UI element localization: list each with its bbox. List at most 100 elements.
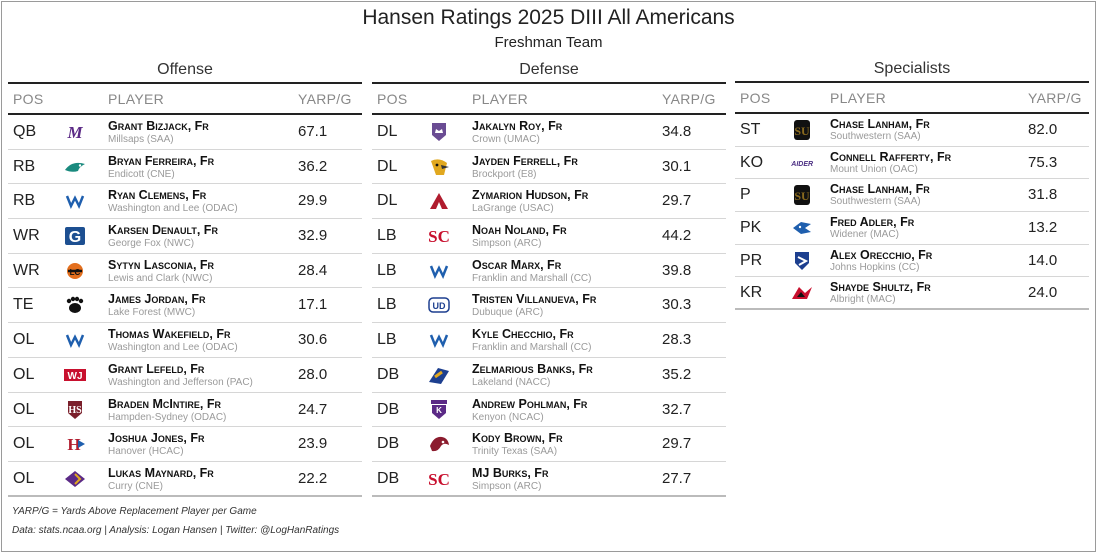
offense-section: Offense POS PLAYER YARP/G QB M Grant Bizja…	[8, 58, 362, 497]
table-row: LB Oscar Marx, Fr Franklin and Marshall (C…	[372, 254, 726, 289]
player-school: Hampden-Sydney (ODAC)	[108, 411, 227, 423]
player-name: Tristen Villanueva, Fr	[472, 292, 597, 307]
player-school: Simpson (ARC)	[472, 480, 542, 492]
table-row: LB SC Noah Noland, Fr Simpson (ARC) 44.2	[372, 219, 726, 254]
millsaps-logo-icon: M	[64, 122, 86, 142]
yarp-value: 29.9	[298, 192, 328, 210]
yarp-value: 13.2	[1028, 219, 1058, 237]
yarp-value: 28.0	[298, 365, 328, 383]
player-school: Kenyon (NCAC)	[472, 411, 544, 423]
player-school: Lewis and Clark (NWC)	[108, 272, 213, 284]
player-name: Oscar Marx, Fr	[472, 257, 562, 272]
yarp-value: 29.7	[662, 192, 692, 210]
yarp-value: 32.9	[298, 227, 328, 245]
crown-logo-icon	[428, 122, 450, 142]
player-school: Endicott (CNE)	[108, 168, 175, 180]
pos-column-header: POS	[740, 90, 771, 106]
mount-union-logo-icon: RAIDERS	[791, 153, 813, 173]
player-school: Lakeland (NACC)	[472, 376, 551, 388]
table-row: DB K Andrew Pohlman, Fr Kenyon (NCAC) 32.7	[372, 393, 726, 428]
player-column-header: PLAYER	[472, 91, 529, 107]
value-column-header: YARP/G	[298, 91, 352, 107]
position-cell: DL	[377, 123, 398, 140]
wj-logo-icon: WJ	[64, 365, 86, 385]
table-row: DB Zelmarious Banks, Fr Lakeland (NACC) 35.…	[372, 358, 726, 393]
table-row: LB UD Tristen Villanueva, Fr Dubuque (ARC) 3…	[372, 288, 726, 324]
svg-text:K: K	[436, 406, 442, 415]
trinity-logo-icon	[428, 434, 450, 454]
table-row: PK Fred Adler, Fr Widener (MAC) 13.2	[735, 212, 1089, 245]
specialists-title: Specialists	[873, 60, 951, 77]
curry-logo-icon	[64, 469, 86, 489]
player-name: Kyle Checchio, Fr	[472, 327, 574, 342]
position-cell: DB	[377, 435, 400, 453]
player-name: Alex Orecchio, Fr	[830, 247, 933, 262]
table-row: TE James Jordan, Fr Lake Forest (MWC) 17.1	[8, 288, 362, 324]
player-school: Curry (CNE)	[108, 480, 163, 492]
defense-header-row: POS PLAYER YARP/G	[372, 84, 726, 115]
player-school: Widener (MAC)	[830, 229, 899, 241]
position-cell: OL	[13, 400, 35, 418]
player-name: Grant Lefeld, Fr	[108, 361, 205, 376]
endicott-logo-icon	[64, 157, 86, 177]
value-column-header: YARP/G	[1028, 90, 1082, 106]
table-row: WR G Karsen Denault, Fr George Fox (NWC) 32.…	[8, 219, 362, 254]
defense-section: Defense POS PLAYER YARP/G DL Jakalyn Roy,…	[372, 58, 726, 497]
player-school: Southwestern (SAA)	[830, 131, 921, 142]
svg-text:SC: SC	[428, 227, 450, 246]
defense-title: Defense	[519, 61, 579, 78]
position-cell: WR	[13, 261, 40, 279]
lake-forest-logo-icon	[64, 295, 86, 315]
table-row: DL Jakalyn Roy, Fr Crown (UMAC) 34.8	[372, 115, 726, 150]
yarp-value: 23.9	[298, 435, 328, 453]
player-school: Washington and Lee (ODAC)	[108, 203, 238, 215]
brockport-logo-icon	[428, 157, 450, 177]
table-row: DL Jayden Ferrell, Fr Brockport (E8) 30.1	[372, 150, 726, 185]
yarp-value: 28.3	[662, 331, 692, 349]
position-cell: KO	[740, 153, 764, 171]
table-row: OL Lukas Maynard, Fr Curry (CNE) 22.2	[8, 462, 362, 497]
player-name: Kody Brown, Fr	[472, 431, 563, 446]
position-cell: ST	[740, 121, 761, 138]
player-school: Johns Hopkins (CC)	[830, 261, 920, 273]
pos-column-header: POS	[377, 91, 408, 107]
table-row: QB M Grant Bizjack, Fr Millsaps (SAA) 67.1	[8, 115, 362, 150]
southwestern-logo-icon: SU	[791, 120, 813, 140]
specialists-top-rule	[735, 81, 1089, 83]
position-cell: OL	[13, 469, 35, 487]
dubuque-logo-icon: UD	[428, 295, 450, 315]
player-name: Fred Adler, Fr	[830, 215, 915, 230]
george-fox-logo-icon: G	[64, 226, 86, 246]
svg-text:WJ: WJ	[68, 371, 83, 382]
player-column-header: PLAYER	[108, 91, 165, 107]
fm-logo-icon	[428, 330, 450, 350]
player-name: Karsen Denault, Fr	[108, 223, 218, 238]
position-cell: WR	[13, 227, 40, 245]
table-row: PR Alex Orecchio, Fr Johns Hopkins (CC) 14.…	[735, 245, 1089, 278]
svg-text:SU: SU	[794, 124, 810, 138]
offense-rows: QB M Grant Bizjack, Fr Millsaps (SAA) 67.1 RB…	[8, 115, 362, 497]
yarp-value: 29.7	[662, 435, 692, 453]
yarp-value: 24.7	[298, 400, 328, 418]
player-school: Mount Union (OAC)	[830, 163, 918, 175]
lewis-clark-logo-icon: LC	[64, 261, 86, 281]
position-cell: DL	[377, 192, 398, 210]
player-name: Noah Noland, Fr	[472, 223, 567, 238]
player-name: Jakalyn Roy, Fr	[472, 119, 563, 133]
table-row: KR Shayde Shultz, Fr Albright (MAC) 24.0	[735, 277, 1089, 311]
player-school: Lake Forest (MWC)	[108, 307, 196, 319]
table-row: P SU Chase Lanham, Fr Southwestern (SAA) 31.…	[735, 179, 1089, 213]
yarp-value: 32.7	[662, 400, 692, 418]
table-row: LB Kyle Checchio, Fr Franklin and Marshall…	[372, 323, 726, 358]
footnote: YARP/G = Yards Above Replacement Player …	[12, 506, 257, 517]
position-cell: P	[740, 186, 751, 204]
player-school: George Fox (NWC)	[108, 238, 195, 250]
player-school: Franklin and Marshall (CC)	[472, 342, 592, 354]
svg-text:LC: LC	[70, 268, 81, 277]
player-name: Lukas Maynard, Fr	[108, 465, 214, 480]
page-title: Hansen Ratings 2025 DIII All Americans	[362, 6, 735, 29]
table-row: ST SU Chase Lanham, Fr Southwestern (SAA) 82…	[735, 114, 1089, 147]
table-row: OL Thomas Wakefield, Fr Washington and Lee…	[8, 323, 362, 358]
yarp-value: 75.3	[1028, 153, 1058, 171]
